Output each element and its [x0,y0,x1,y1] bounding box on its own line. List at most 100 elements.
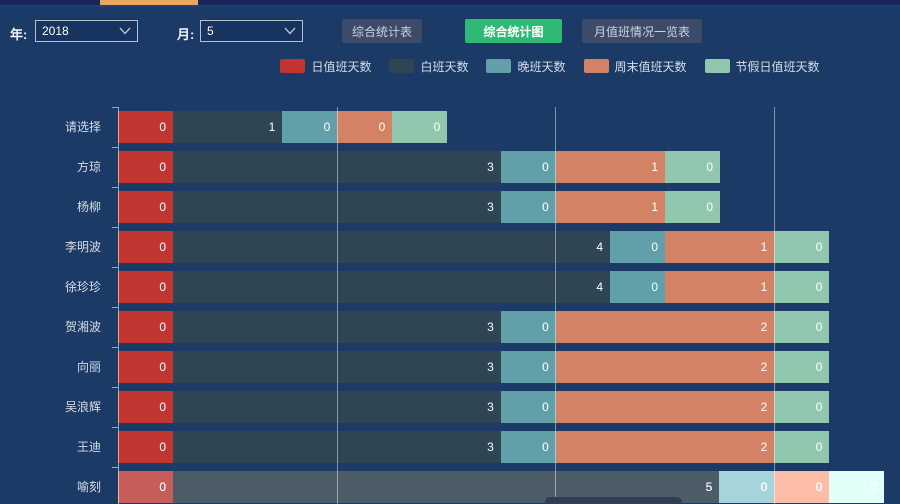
category-label: 徐珍珍 [0,271,110,303]
bar-segment[interactable]: 0 [118,431,173,463]
bar-value-label: 0 [159,400,166,414]
bar-value-label: 5 [706,480,713,494]
bar-segment[interactable]: 0 [774,431,829,463]
bar-row: 05000 [118,471,884,503]
bar-value-label: 0 [379,120,386,134]
category-label: 喻刻 [0,471,110,503]
category-label: 方琼 [0,151,110,183]
bar-segment[interactable]: 0 [282,111,337,143]
bar-value-label: 0 [816,480,823,494]
y-axis-tick [112,347,118,348]
y-axis-tick [112,107,118,108]
bar-value-label: 0 [324,120,331,134]
bar-segment[interactable]: 0 [501,431,556,463]
bar-row: 03010 [118,151,720,183]
bar-value-label: 0 [159,440,166,454]
bar-segment[interactable]: 4 [173,231,610,263]
bar-segment[interactable]: 0 [118,351,173,383]
bar-value-label: 1 [651,200,658,214]
bar-value-label: 0 [871,480,878,494]
bar-row: 03010 [118,191,720,223]
category-label: 吴浪辉 [0,391,110,423]
bar-segment[interactable]: 1 [556,191,665,223]
bar-segment[interactable]: 0 [118,111,173,143]
bar-segment[interactable]: 0 [118,151,173,183]
bar-segment[interactable]: 2 [556,391,775,423]
bar-segment[interactable]: 0 [118,311,173,343]
bar-value-label: 3 [487,200,494,214]
bar-row: 04010 [118,231,829,263]
bar-value-label: 0 [542,360,549,374]
bar-segment[interactable]: 0 [719,471,774,503]
bar-segment[interactable]: 0 [774,231,829,263]
bar-row: 04010 [118,271,829,303]
bar-segment[interactable]: 0 [392,111,447,143]
bar-value-label: 0 [159,280,166,294]
y-axis-tick [112,427,118,428]
category-label: 贺湘波 [0,311,110,343]
bar-segment[interactable]: 0 [665,191,720,223]
bar-segment[interactable]: 0 [610,231,665,263]
bar-segment[interactable]: 1 [665,271,774,303]
bar-row: 03020 [118,431,829,463]
bar-value-label: 0 [816,320,823,334]
bar-segment[interactable]: 0 [665,151,720,183]
bar-value-label: 1 [269,120,276,134]
bar-segment[interactable]: 0 [774,471,829,503]
bar-value-label: 2 [761,440,768,454]
bar-segment[interactable]: 0 [774,391,829,423]
bar-segment[interactable]: 0 [774,311,829,343]
bar-segment[interactable]: 2 [556,351,775,383]
bar-segment[interactable]: 0 [501,311,556,343]
y-axis-tick [112,467,118,468]
bar-segment[interactable]: 0 [774,351,829,383]
gridline [774,107,775,504]
bar-value-label: 0 [159,480,166,494]
bar-value-label: 0 [159,360,166,374]
bar-value-label: 0 [816,240,823,254]
bar-value-label: 1 [761,280,768,294]
category-label: 王迪 [0,431,110,463]
category-label: 向丽 [0,351,110,383]
bar-segment[interactable]: 1 [665,231,774,263]
bar-segment[interactable]: 0 [774,271,829,303]
bar-row: 0 1 0 0 0 [118,111,447,143]
bar-segment[interactable]: 0 [829,471,884,503]
bar-segment[interactable]: 0 [610,271,665,303]
bar-segment[interactable]: 0 [501,151,556,183]
bar-segment[interactable]: 0 [501,191,556,223]
bar-segment[interactable]: 1 [173,111,282,143]
category-label: 请选择 [0,111,110,143]
y-axis-tick [112,387,118,388]
bar-value-label: 0 [651,240,658,254]
bar-value-label: 2 [761,320,768,334]
gridline [555,107,556,504]
bar-value-label: 0 [706,160,713,174]
bar-value-label: 0 [816,440,823,454]
tooltip-fragment [545,497,682,504]
bar-value-label: 3 [487,160,494,174]
bar-value-label: 0 [542,400,549,414]
bar-segment[interactable]: 0 [118,231,173,263]
bar-segment[interactable]: 1 [556,151,665,183]
bar-segment[interactable]: 2 [556,311,775,343]
bar-segment[interactable]: 4 [173,271,610,303]
bar-value-label: 0 [816,280,823,294]
bar-segment[interactable]: 0 [501,351,556,383]
bar-value-label: 0 [159,200,166,214]
bar-row: 03020 [118,351,829,383]
bar-value-label: 0 [159,120,166,134]
bar-value-label: 0 [651,280,658,294]
bar-segment[interactable]: 2 [556,431,775,463]
category-label: 李明波 [0,231,110,263]
bar-segment[interactable]: 0 [337,111,392,143]
bar-value-label: 3 [487,440,494,454]
bar-value-label: 3 [487,320,494,334]
bar-segment[interactable]: 0 [501,391,556,423]
bar-segment[interactable]: 0 [118,271,173,303]
bar-segment[interactable]: 0 [118,471,173,503]
bar-segment[interactable]: 0 [118,391,173,423]
bar-value-label: 0 [434,120,441,134]
bar-segment[interactable]: 0 [118,191,173,223]
bar-value-label: 2 [761,360,768,374]
